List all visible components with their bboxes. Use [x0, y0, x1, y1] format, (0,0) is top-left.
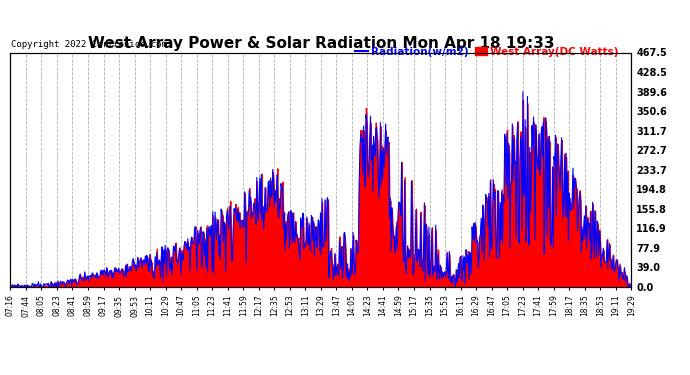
Text: Copyright 2022 Cartronics.com: Copyright 2022 Cartronics.com [11, 40, 167, 49]
Title: West Array Power & Solar Radiation Mon Apr 18 19:33: West Array Power & Solar Radiation Mon A… [88, 36, 554, 51]
Legend: Radiation(w/m2), West Array(DC Watts): Radiation(w/m2), West Array(DC Watts) [351, 42, 623, 61]
